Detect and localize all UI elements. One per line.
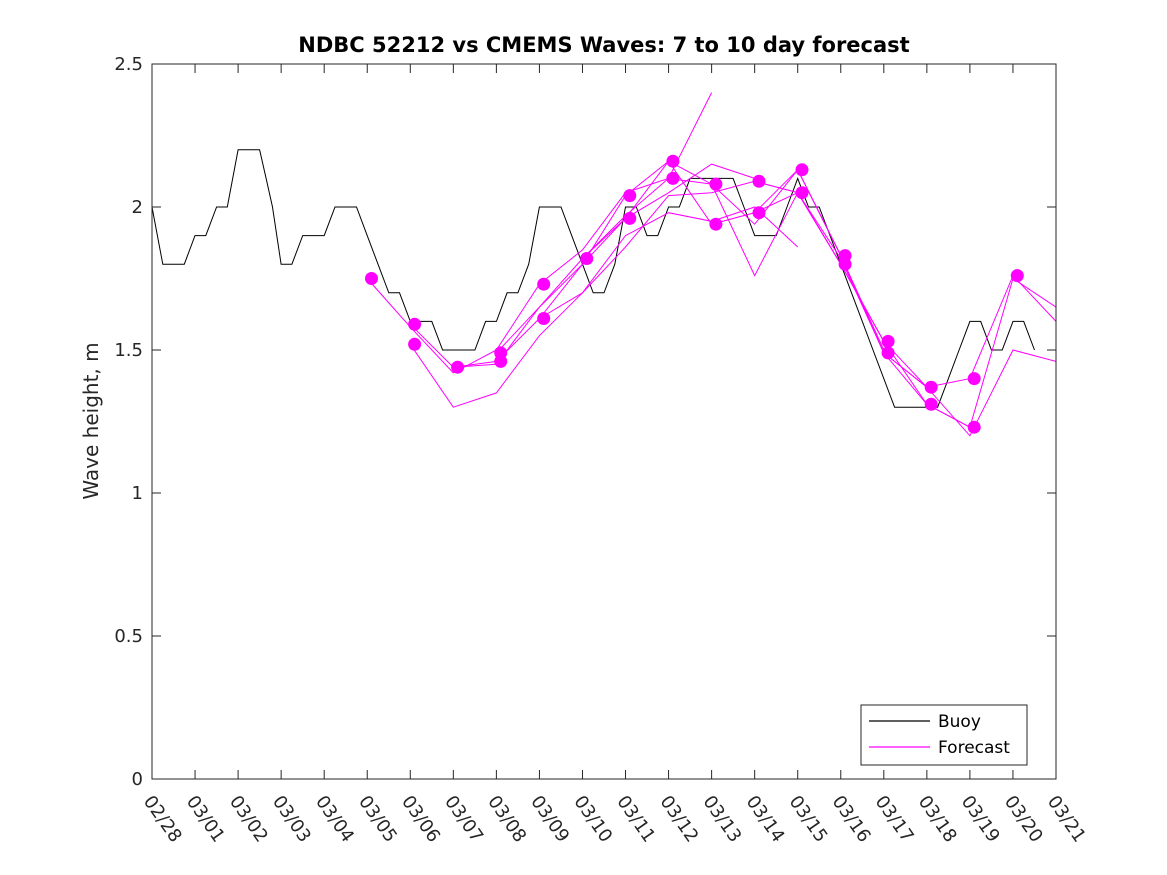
y-tick-label: 2 xyxy=(132,197,143,218)
forecast-marker xyxy=(623,211,637,225)
forecast-marker xyxy=(623,189,637,203)
x-tick-label: 03/12 xyxy=(656,792,703,847)
forecast-marker xyxy=(1010,269,1024,283)
x-tick-label: 03/13 xyxy=(699,792,746,847)
forecast-marker xyxy=(752,174,766,188)
x-tick-label: 03/19 xyxy=(957,792,1004,847)
forecast-line-3 xyxy=(409,206,799,408)
plot-frame xyxy=(151,63,1057,780)
x-tick-label: 03/21 xyxy=(1043,792,1090,847)
x-tick-label: 03/11 xyxy=(612,792,659,847)
x-tick-label: 03/05 xyxy=(354,792,401,847)
legend-forecast-label: Forecast xyxy=(938,738,1010,758)
forecast-marker xyxy=(709,217,723,231)
x-tick-label: 03/01 xyxy=(182,792,229,847)
forecast-marker xyxy=(580,252,594,265)
forecast-marker xyxy=(795,163,809,177)
x-tick-label: 03/07 xyxy=(440,792,487,847)
forecast-marker xyxy=(537,277,551,291)
y-tick-label: 0.5 xyxy=(114,626,143,647)
x-tick-label: 03/16 xyxy=(828,792,875,847)
forecast-line-9 xyxy=(754,180,1056,428)
legend-buoy-label: Buoy xyxy=(938,712,981,732)
forecast-marker xyxy=(408,337,422,351)
x-tick-label: 03/06 xyxy=(397,792,444,847)
plot-background xyxy=(152,64,1056,779)
x-tick-label: 03/15 xyxy=(785,792,832,847)
forecast-marker xyxy=(795,186,809,200)
forecast-marker xyxy=(967,372,981,386)
x-tick-label: 03/03 xyxy=(268,792,315,847)
marker-layer xyxy=(365,154,1024,434)
forecast-marker xyxy=(537,312,551,325)
forecast-marker xyxy=(924,397,938,411)
y-tick-label: 1 xyxy=(132,483,143,504)
forecast-marker xyxy=(451,360,465,374)
forecast-marker xyxy=(408,317,422,331)
forecast-marker xyxy=(709,177,723,191)
chart-title: NDBC 52212 vs CMEMS Waves: 7 to 10 day f… xyxy=(298,33,909,57)
y-tick-label: 0 xyxy=(132,769,143,790)
forecast-marker xyxy=(494,354,508,368)
forecast-marker xyxy=(666,171,680,185)
y-axis-ticks: 0 0.5 1 1.5 2 2.5 xyxy=(114,54,1056,790)
x-tick-label: 03/04 xyxy=(311,792,358,847)
x-tick-label: 03/02 xyxy=(225,792,272,847)
x-tick-label: 03/18 xyxy=(914,792,961,847)
forecast-marker xyxy=(666,154,680,168)
forecast-marker xyxy=(881,334,895,348)
y-axis-label: Wave height, m xyxy=(79,342,103,499)
forecast-line-4 xyxy=(453,160,842,368)
legend-box xyxy=(860,704,1028,766)
forecast-marker xyxy=(967,420,981,434)
forecast-marker xyxy=(881,346,895,360)
x-tick-label: 03/17 xyxy=(871,792,918,847)
forecast-marker xyxy=(924,380,938,394)
y-tick-label: 2.5 xyxy=(114,54,143,75)
x-tick-label: 03/09 xyxy=(526,792,573,847)
x-tick-label: 03/10 xyxy=(569,792,616,847)
forecast-line-7 xyxy=(582,160,971,428)
x-tick-label: 03/08 xyxy=(483,792,530,847)
forecast-marker xyxy=(838,257,852,271)
forecast-marker xyxy=(365,272,378,285)
legend: Buoy Forecast xyxy=(860,704,1028,766)
x-tick-label: 03/14 xyxy=(742,792,789,847)
buoy-line xyxy=(152,149,1035,408)
x-tick-label: 03/20 xyxy=(1000,792,1047,847)
x-tick-label: 02/28 xyxy=(139,792,186,847)
forecast-marker xyxy=(752,206,766,220)
y-tick-label: 1.5 xyxy=(114,340,143,361)
